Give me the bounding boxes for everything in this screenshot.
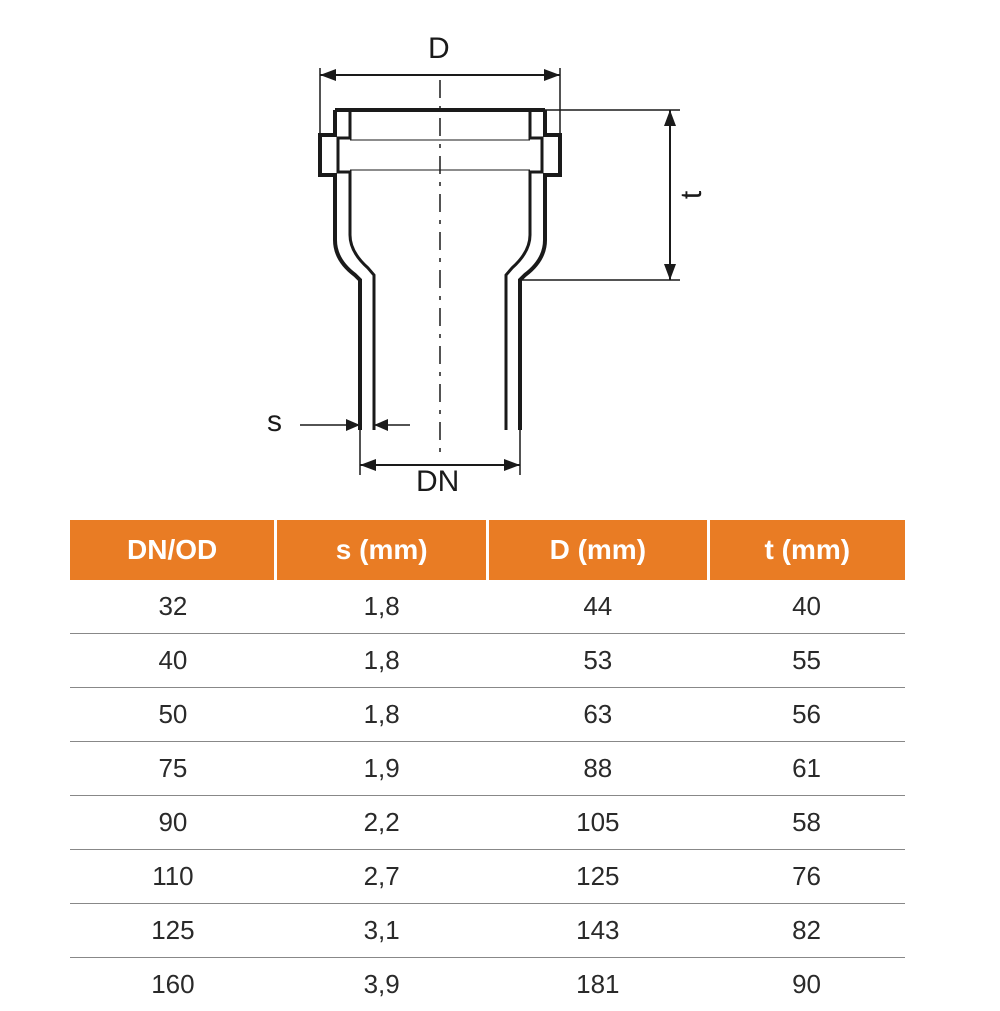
label-d: D [428,32,450,66]
table-cell: 40 [708,580,905,634]
table-cell: 88 [488,742,709,796]
table-row: 321,84440 [70,580,905,634]
table-cell: 110 [70,850,276,904]
table-cell: 50 [70,688,276,742]
table-cell: 160 [70,958,276,1011]
table-cell: 58 [708,796,905,850]
table-cell: 44 [488,580,709,634]
table-header-row: DN/OD s (mm) D (mm) t (mm) [70,520,905,580]
table-row: 902,210558 [70,796,905,850]
table-cell: 1,8 [276,634,488,688]
table-cell: 3,1 [276,904,488,958]
table-cell: 143 [488,904,709,958]
table-row: 1253,114382 [70,904,905,958]
table-cell: 90 [708,958,905,1011]
table-row: 501,86356 [70,688,905,742]
col-dn-od: DN/OD [70,520,276,580]
table-row: 401,85355 [70,634,905,688]
table-row: 1603,918190 [70,958,905,1011]
label-s: s [267,405,282,439]
dimensions-table-container: DN/OD s (mm) D (mm) t (mm) 321,84440401,… [70,520,905,1011]
table-cell: 76 [708,850,905,904]
table-cell: 90 [70,796,276,850]
table-cell: 53 [488,634,709,688]
table-cell: 82 [708,904,905,958]
dimensions-table: DN/OD s (mm) D (mm) t (mm) 321,84440401,… [70,520,905,1011]
table-cell: 75 [70,742,276,796]
table-cell: 61 [708,742,905,796]
label-dn: DN [416,465,459,499]
table-cell: 55 [708,634,905,688]
pipe-diagram: D t s DN [150,30,850,490]
table-cell: 1,8 [276,688,488,742]
col-d: D (mm) [488,520,709,580]
pipe-svg [150,30,850,490]
table-cell: 2,2 [276,796,488,850]
col-t: t (mm) [708,520,905,580]
table-cell: 1,9 [276,742,488,796]
table-cell: 125 [488,850,709,904]
table-cell: 125 [70,904,276,958]
table-cell: 3,9 [276,958,488,1011]
table-cell: 2,7 [276,850,488,904]
table-cell: 63 [488,688,709,742]
table-cell: 105 [488,796,709,850]
table-cell: 32 [70,580,276,634]
table-cell: 1,8 [276,580,488,634]
col-s: s (mm) [276,520,488,580]
table-body: 321,84440401,85355501,86356751,98861902,… [70,580,905,1011]
table-row: 1102,712576 [70,850,905,904]
table-cell: 181 [488,958,709,1011]
table-row: 751,98861 [70,742,905,796]
table-cell: 56 [708,688,905,742]
label-t: t [675,191,709,199]
table-cell: 40 [70,634,276,688]
